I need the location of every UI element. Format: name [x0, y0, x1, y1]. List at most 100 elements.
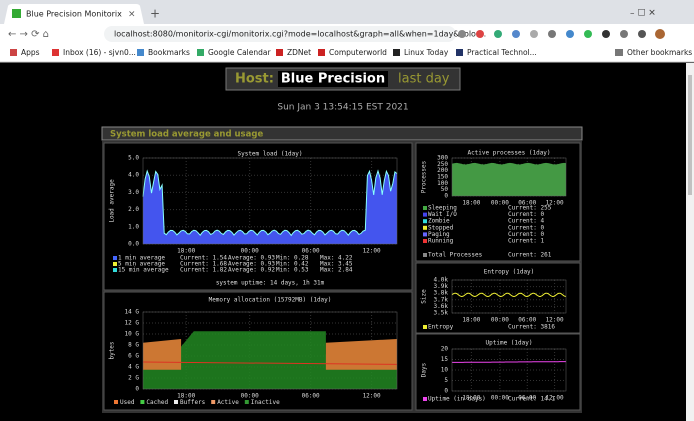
- bookmark[interactable]: Computerworld: [329, 48, 387, 57]
- legend-text: Current: 1: [508, 238, 545, 245]
- address-bar[interactable]: [104, 26, 456, 42]
- y-tick-label: 0: [135, 386, 139, 393]
- legend-swatch: [174, 400, 178, 404]
- y-axis-label: Size: [421, 289, 428, 304]
- y-tick-label: 200: [437, 167, 448, 174]
- section-title: System load average and usage: [110, 130, 263, 140]
- x-tick-label: 12:00: [546, 317, 564, 324]
- tab-title: Blue Precision Monitorix: [26, 10, 122, 19]
- tab[interactable]: [4, 4, 144, 24]
- bookmark[interactable]: Practical Technol...: [467, 48, 537, 57]
- y-tick-label: 5: [444, 377, 448, 384]
- y-tick-label: 100: [437, 180, 448, 187]
- legend-text: Zombie: [428, 218, 450, 225]
- x-tick-label: 06:00: [302, 393, 320, 400]
- legend-text: Wait I/O: [428, 211, 457, 218]
- bookmark[interactable]: ZDNet: [287, 48, 311, 57]
- host: Blue Precision: [281, 72, 385, 87]
- y-tick-label: 3.6k: [434, 303, 449, 310]
- legend-swatch: [423, 239, 427, 243]
- x-tick-label: 18:00: [462, 200, 480, 207]
- nav-buttons[interactable]: ← → ⟳ ⌂: [8, 29, 49, 40]
- y-axis-label: bytes: [109, 341, 116, 359]
- legend-text: Average: 0.92: [228, 267, 275, 274]
- y-axis-label: Load average: [109, 179, 116, 223]
- x-tick-label: 12:00: [546, 200, 564, 207]
- legend-text: Max: 3.45: [320, 261, 353, 268]
- bookmark-icon: [10, 49, 17, 56]
- legend-text: Average: 0.93: [228, 261, 275, 268]
- legend-text: Current: 0: [508, 211, 545, 218]
- x-tick-label: 00:00: [491, 317, 509, 324]
- legend-text: Uptime (in days): [428, 396, 486, 403]
- scroll-thumb[interactable]: [688, 75, 692, 195]
- plot-frame: [451, 157, 567, 197]
- bookmark-icon: [318, 49, 325, 56]
- x-tick-label: 12:00: [546, 395, 564, 402]
- legend-swatch: [140, 400, 145, 404]
- bookmark-icon: [52, 49, 59, 56]
- graph-title: System load (1day): [237, 151, 302, 158]
- bookmark-icon: [393, 49, 400, 56]
- plot-frame: [142, 311, 398, 390]
- legend-text: Max: 2.84: [320, 267, 353, 274]
- y-tick-label: 0: [444, 388, 448, 395]
- x-tick-label: 06:00: [518, 395, 536, 402]
- x-tick-label: 18:00: [177, 248, 195, 255]
- other-bookmarks[interactable]: Other bookmarks: [627, 48, 692, 57]
- y-axis-label: Days: [421, 362, 428, 377]
- legend-label: Inactive: [251, 399, 280, 406]
- trace-line: [451, 292, 567, 298]
- y-tick-label: 150: [437, 174, 448, 181]
- legend-swatch: [423, 212, 427, 217]
- y-axis-label: Processes: [421, 160, 428, 193]
- tab-close[interactable]: ×: [128, 10, 136, 20]
- period: last day: [398, 72, 450, 87]
- y-tick-label: 5.0: [128, 155, 139, 162]
- bookmark[interactable]: Linux Today: [404, 48, 449, 57]
- legend-swatch: [423, 253, 427, 257]
- legend-label: Active: [217, 399, 239, 406]
- bookmark[interactable]: Inbox (16) - sjvn0...: [63, 48, 136, 57]
- legend-swatch: [211, 400, 216, 404]
- trace-line: [142, 169, 398, 237]
- y-tick-label: 10: [441, 367, 449, 374]
- legend-label: Cached: [146, 399, 168, 406]
- legend-text: Current: 1.68: [180, 261, 227, 268]
- legend-text: Current: 1.82: [180, 267, 227, 274]
- y-tick-label: 2 G: [128, 375, 139, 382]
- legend-text: Max: 4.22: [320, 255, 353, 262]
- y-tick-label: 4.0k: [434, 277, 449, 284]
- y-tick-label: 6 G: [128, 353, 139, 360]
- trace-area: [325, 338, 397, 370]
- bookmark[interactable]: Google Calendar: [208, 48, 271, 57]
- legend-swatch: [244, 400, 249, 404]
- trace-area: [452, 162, 566, 196]
- scrollbar[interactable]: [686, 63, 694, 421]
- url[interactable]: localhost:8080/monitorix-cgi/monitorix.c…: [114, 30, 486, 39]
- folder-icon: [615, 49, 623, 56]
- trace-line: [142, 361, 398, 365]
- trace-line: [452, 361, 566, 363]
- legend-text: Min: 0.53: [276, 267, 309, 274]
- bookmark-icon: [137, 49, 144, 56]
- legend-text: Entropy: [428, 324, 454, 331]
- y-tick-label: 12 G: [125, 320, 140, 327]
- x-tick-label: 06:00: [302, 248, 320, 255]
- bookmark[interactable]: Bookmarks: [148, 48, 190, 57]
- y-tick-label: 10 G: [125, 331, 140, 338]
- y-tick-label: 0.0: [128, 241, 139, 248]
- y-tick-label: 3.5k: [434, 310, 449, 317]
- legend-text: Current: 255: [508, 205, 552, 212]
- legend-text: Sleeping: [428, 205, 457, 212]
- graph-panel: [415, 262, 581, 334]
- legend-text: 1 min average: [118, 255, 165, 262]
- window-controls[interactable]: – ☐ ✕: [630, 9, 656, 19]
- bookmark[interactable]: Apps: [21, 48, 40, 57]
- y-tick-label: 3.8k: [434, 290, 449, 297]
- new-tab[interactable]: +: [150, 7, 160, 21]
- legend-swatch: [113, 262, 117, 266]
- y-tick-label: 4 G: [128, 364, 139, 371]
